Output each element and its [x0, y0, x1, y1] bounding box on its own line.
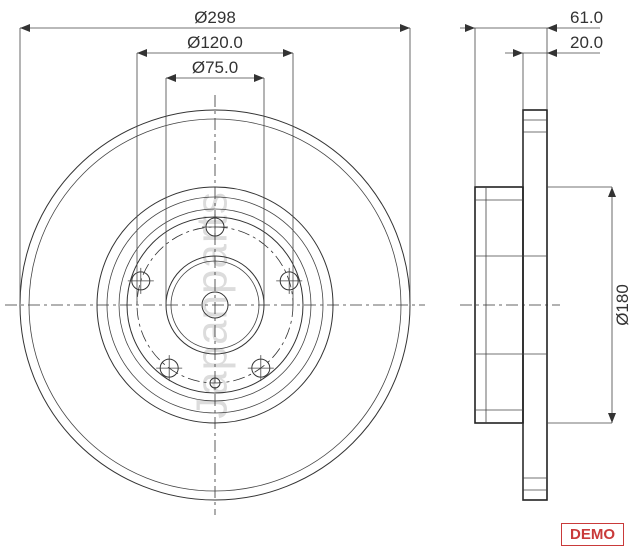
demo-badge: DEMO [561, 523, 624, 546]
dim-hat-dia: Ø180 [613, 284, 632, 326]
technical-drawing: Japanparts [0, 0, 640, 560]
dim-bolt-circle: Ø120.0 [187, 33, 243, 52]
front-view [5, 95, 425, 515]
dim-rotor-width: 20.0 [570, 33, 603, 52]
dim-hub-dia: Ø75.0 [192, 58, 238, 77]
dim-outer-dia: Ø298 [194, 8, 236, 27]
dim-total-width: 61.0 [570, 8, 603, 27]
dimensions: Ø298 Ø120.0 Ø75.0 61.0 20.0 Ø1 [20, 8, 632, 423]
